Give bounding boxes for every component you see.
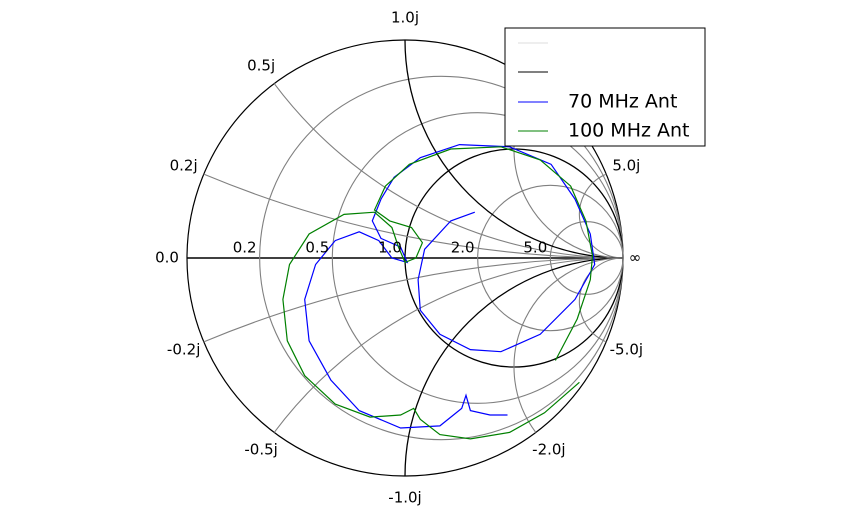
legend-label: 70 MHz Ant: [568, 91, 677, 113]
resistance-label: 0.0: [155, 249, 179, 267]
legend: 70 MHz Ant 100 MHz Ant: [504, 27, 706, 147]
reactance-label: 5.0j: [612, 156, 640, 174]
resistance-label: 0.5: [305, 239, 329, 257]
resistance-label: 5.0: [523, 239, 547, 257]
reactance-label: -5.0j: [610, 341, 643, 359]
trace: [282, 146, 594, 440]
resistance-label: 1.0: [378, 239, 402, 257]
reactance-label: 1.0j: [391, 9, 419, 27]
legend-label: 100 MHz Ant: [568, 120, 690, 142]
reactance-arc: [273, 257, 624, 433]
infinity-label: ∞: [629, 249, 642, 267]
reactance-label: -2.0j: [532, 440, 565, 458]
resistance-label: 2.0: [451, 239, 475, 257]
resistance-label: 0.2: [233, 239, 257, 257]
reactance-label: -1.0j: [388, 488, 421, 506]
reactance-arc: [404, 39, 624, 259]
reactance-arc: [203, 257, 624, 343]
legend-box: [504, 27, 706, 147]
reactance-arc: [203, 173, 624, 259]
reactance-label: -0.5j: [244, 440, 277, 458]
labels: 0.00.20.51.02.05.0∞0.2j0.5j1.0j2.0j5.0j-…: [155, 9, 643, 507]
reactance-label: 0.2j: [170, 156, 198, 174]
reactance-arc: [513, 257, 624, 433]
reactance-arc: [578, 173, 624, 259]
reactance-label: 0.5j: [247, 57, 275, 75]
resistance-circle: [549, 221, 624, 295]
trace: [304, 143, 596, 429]
reactance-label: -0.2j: [167, 341, 200, 359]
traces: [282, 143, 596, 440]
reactance-arc: [578, 257, 624, 343]
reactance-arc: [273, 83, 624, 259]
